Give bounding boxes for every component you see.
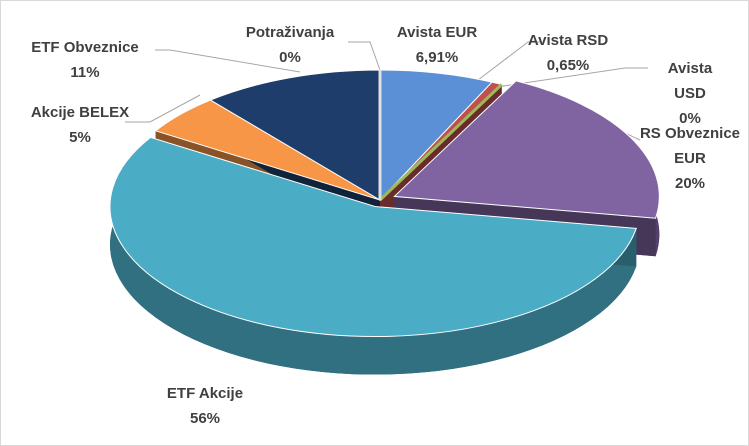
label-name: Avista EUR (396, 24, 478, 41)
slice (378, 83, 503, 202)
leader-line (155, 49, 301, 73)
data-label: Avista USD 0% (661, 56, 720, 131)
leader-line (477, 41, 540, 81)
label-name: ETF Obveznice (31, 39, 139, 56)
label-name: RS Obveznice EUR (639, 125, 741, 167)
label-name: Avista USD (667, 60, 713, 102)
slice (393, 80, 660, 219)
label-name: ETF Akcije (166, 385, 244, 402)
label-value: 20% (674, 175, 706, 192)
data-label: Potraživanja 0% (246, 20, 334, 70)
label-value: 11% (70, 64, 100, 81)
label-value: 0,65% (546, 57, 590, 74)
label-name: Potraživanja (245, 24, 335, 41)
label-value: 0% (279, 49, 301, 66)
leader-line (125, 94, 201, 123)
leader-line (348, 41, 381, 71)
label-name: Akcije BELEX (30, 104, 130, 121)
label-value: 56% (189, 410, 221, 427)
slice (379, 69, 493, 202)
slice (109, 136, 637, 338)
label-value: 5% (69, 129, 91, 146)
label-value: 6,91% (415, 49, 459, 66)
label-name: Avista RSD (527, 32, 609, 49)
data-label: ETF Obveznice 11% (31, 35, 139, 85)
label-value: 0% (679, 110, 701, 127)
data-label: ETF Akcije 56% (167, 381, 243, 431)
data-label: Avista EUR 6,91% (397, 20, 477, 70)
data-label: Avista RSD 0,65% (528, 28, 608, 78)
leader-line (489, 67, 648, 89)
data-label: RS Obveznice EUR 20% (635, 121, 745, 196)
slice (209, 69, 381, 201)
data-label: Akcije BELEX 5% (31, 100, 129, 150)
